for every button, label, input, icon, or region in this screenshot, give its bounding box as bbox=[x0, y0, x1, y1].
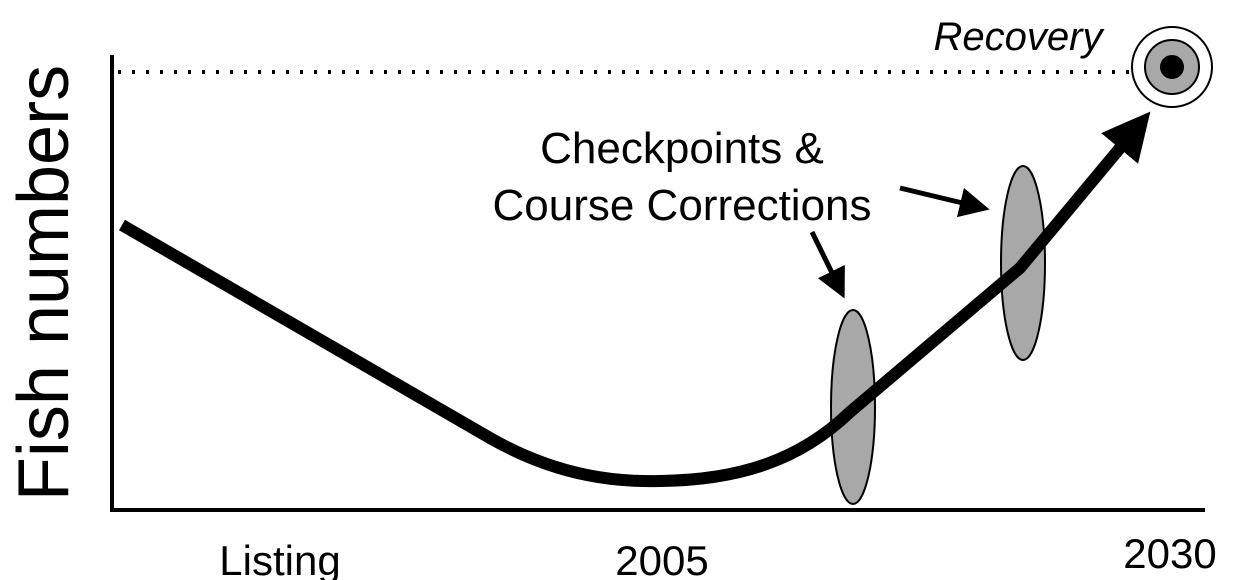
pointer-arrow bbox=[809, 230, 845, 299]
checkpoint-label: Checkpoints & bbox=[540, 124, 824, 173]
x-label: Listing bbox=[219, 537, 340, 580]
y-axis-label: Fish numbers bbox=[4, 65, 84, 501]
x-label: 2005 bbox=[615, 537, 708, 580]
checkpoint-label: Course Corrections bbox=[492, 181, 871, 230]
x-label: 2030 bbox=[1123, 530, 1216, 577]
target-center bbox=[1160, 55, 1184, 79]
goal-label: Recovery bbox=[934, 15, 1106, 59]
pointer-arrow bbox=[899, 185, 990, 218]
trajectory bbox=[118, 111, 1151, 488]
